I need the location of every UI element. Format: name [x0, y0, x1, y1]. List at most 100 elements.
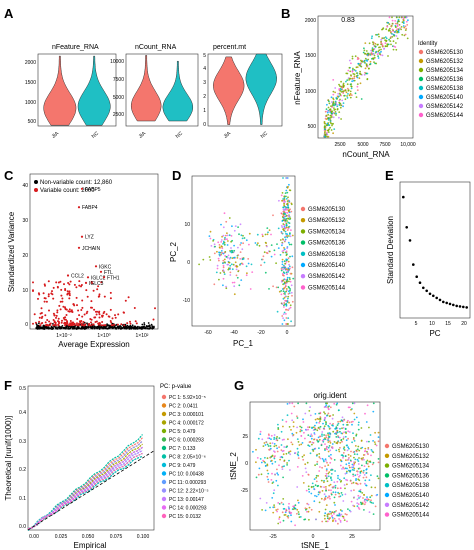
- legend-label: GSM6205130: [308, 207, 346, 213]
- scatter-point: [377, 33, 380, 36]
- scatter-point: [363, 493, 365, 496]
- scatter-point: [288, 183, 290, 186]
- scatter-point: [56, 311, 59, 314]
- legend-marker: [300, 274, 306, 279]
- scatter-point: [336, 108, 339, 111]
- scatter-point: [262, 255, 265, 258]
- scatter-point: [334, 484, 337, 487]
- scatter-point: [358, 457, 360, 459]
- scatter-point: [300, 443, 303, 446]
- scatter-point: [346, 421, 349, 424]
- scatter-point: [290, 243, 293, 246]
- scatter-point: [216, 267, 219, 270]
- scatter-point: [213, 243, 216, 246]
- scatter-point: [365, 421, 368, 423]
- data-point: [465, 306, 469, 309]
- scatter-point: [272, 506, 275, 509]
- scatter-point: [66, 293, 69, 295]
- legend-marker: [300, 229, 306, 234]
- scatter-point: [381, 45, 384, 47]
- scatter-point: [321, 490, 324, 492]
- scatter-point: [309, 435, 312, 438]
- scatter-point: [347, 419, 349, 422]
- data-point: [448, 302, 452, 306]
- scatter-point: [347, 446, 349, 449]
- scatter-point: [400, 16, 403, 19]
- scatter-point: [344, 513, 347, 515]
- scatter-point: [75, 286, 78, 289]
- scatter-point: [235, 268, 238, 271]
- scatter-point: [331, 486, 334, 489]
- scatter-point: [219, 272, 222, 274]
- scatter-point: [344, 89, 347, 92]
- scatter-point: [276, 472, 279, 475]
- scatter-point: [90, 324, 92, 327]
- scatter-point: [293, 405, 296, 408]
- scatter-point: [285, 420, 288, 423]
- scatter-point: [100, 324, 103, 327]
- scatter-point: [285, 288, 288, 290]
- scatter-point: [365, 64, 368, 67]
- scatter-point: [331, 446, 334, 449]
- scatter-point: [360, 427, 363, 429]
- scatter-point: [396, 28, 398, 31]
- scatter-point: [287, 196, 289, 199]
- scatter-point: [352, 420, 354, 423]
- scatter-point: [283, 197, 286, 199]
- scatter-point: [95, 313, 98, 316]
- scatter-point: [389, 40, 392, 42]
- scatter-point: [358, 77, 361, 80]
- y-tick-label: 500: [308, 124, 317, 130]
- scatter-point: [352, 466, 354, 469]
- gene-point: [84, 281, 88, 284]
- scatter-point: [218, 244, 221, 246]
- scatter-point: [282, 313, 285, 315]
- scatter-point: [288, 280, 290, 283]
- scatter-point: [285, 254, 288, 257]
- legend: GSM6205130GSM6205132GSM6205134GSM6205136…: [300, 206, 346, 291]
- scatter-point: [289, 232, 291, 235]
- scatter-point: [143, 322, 146, 324]
- scatter-point: [98, 293, 101, 296]
- scatter-point: [341, 515, 344, 518]
- scatter-point: [325, 469, 328, 472]
- scatter-point: [95, 320, 98, 323]
- scatter-point: [217, 241, 220, 244]
- scatter-point: [97, 295, 100, 298]
- scatter-point: [342, 427, 345, 429]
- scatter-point: [365, 72, 368, 75]
- data-point: [405, 226, 409, 229]
- scatter-point: [263, 460, 266, 463]
- scatter-point: [283, 446, 286, 448]
- scatter-point: [290, 429, 292, 431]
- scatter-point: [263, 442, 266, 444]
- scatter-point: [86, 310, 89, 313]
- scatter-point: [376, 493, 379, 496]
- scatter-point: [269, 442, 272, 445]
- scatter-point: [344, 98, 347, 101]
- scatter-point: [379, 53, 381, 56]
- scatter-point: [331, 417, 334, 420]
- scatter-point: [285, 215, 288, 217]
- scatter-point: [222, 226, 225, 229]
- scatter-point: [296, 453, 299, 455]
- scatter-point: [290, 284, 293, 287]
- scatter-point: [323, 406, 326, 408]
- scatter-point: [288, 426, 291, 428]
- scatter-point: [222, 252, 225, 255]
- scatter-point: [345, 513, 348, 516]
- legend-label: PC 15: 0.0132: [169, 514, 201, 520]
- scatter-point: [365, 461, 368, 463]
- scatter-point: [291, 255, 294, 258]
- scatter-point: [349, 90, 352, 93]
- scatter-point: [350, 74, 352, 77]
- scatter-point: [57, 317, 60, 320]
- data-point: [425, 289, 429, 293]
- scatter-point: [123, 326, 126, 329]
- legend-marker: [418, 58, 424, 64]
- scatter-points: [198, 177, 295, 325]
- legend-marker: [384, 483, 390, 488]
- scatter-point: [329, 440, 331, 443]
- scatter-point: [229, 271, 232, 274]
